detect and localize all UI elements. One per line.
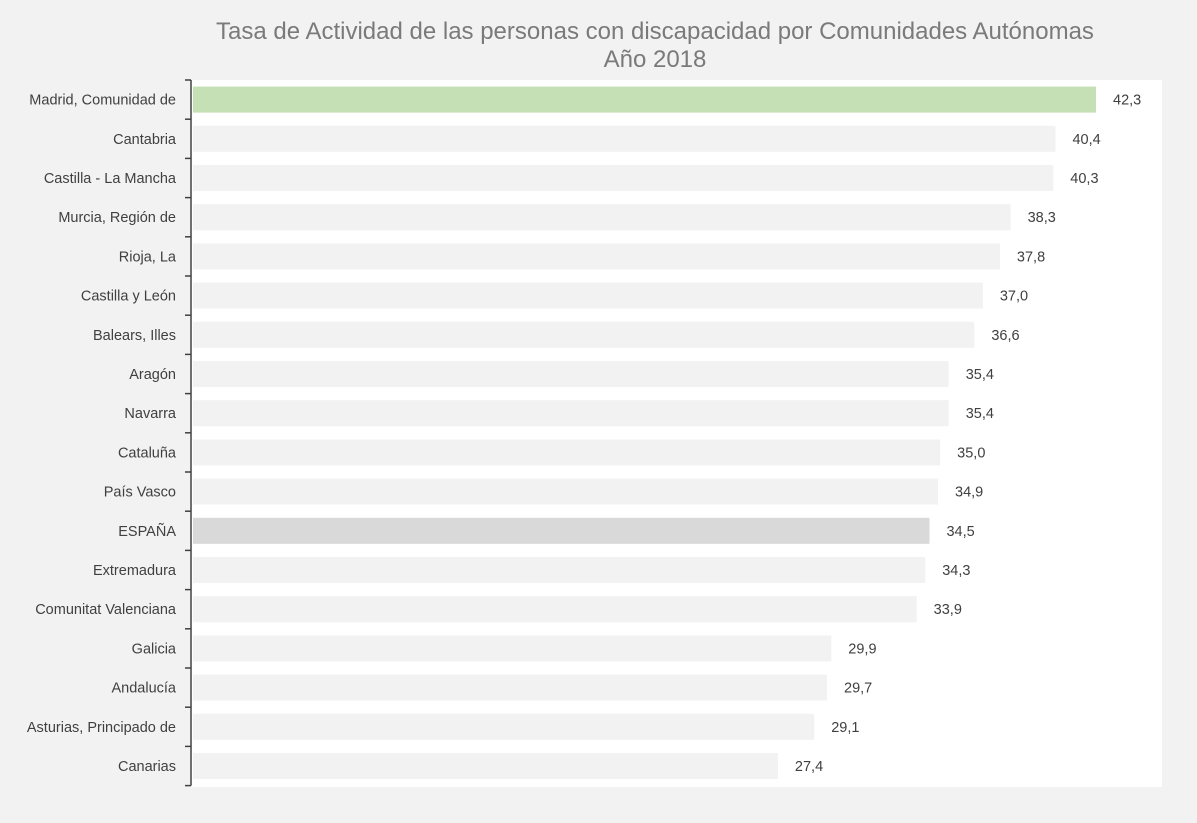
data-label: 27,4 <box>795 759 823 775</box>
category-label: Comunitat Valenciana <box>35 602 177 618</box>
bar <box>193 165 1054 191</box>
category-label: Castilla - La Mancha <box>44 171 177 187</box>
category-label: Cantabria <box>113 132 177 148</box>
bar <box>193 713 815 740</box>
bar <box>193 125 1056 152</box>
category-label: Balears, Illes <box>93 328 176 344</box>
category-label: Castilla y León <box>81 289 176 305</box>
bar <box>193 282 983 309</box>
data-label: 36,6 <box>991 328 1019 344</box>
data-label: 38,3 <box>1028 210 1056 226</box>
category-label: Rioja, La <box>119 249 177 265</box>
bar <box>193 400 949 427</box>
data-label: 35,0 <box>957 445 985 461</box>
bar <box>193 478 939 505</box>
bar <box>193 674 828 701</box>
data-label: 42,3 <box>1113 93 1141 109</box>
bar <box>193 321 975 348</box>
data-label: 29,7 <box>844 681 872 697</box>
bar <box>193 517 930 544</box>
category-label: Extremadura <box>93 563 177 579</box>
data-label: 35,4 <box>966 367 994 383</box>
bar <box>193 635 832 662</box>
bar <box>193 361 949 387</box>
data-label: 37,0 <box>1000 289 1028 305</box>
data-label: 37,8 <box>1017 249 1045 265</box>
category-label: Asturias, Principado de <box>27 720 176 736</box>
data-label: 34,5 <box>946 524 974 540</box>
data-label: 34,3 <box>942 563 970 579</box>
data-label: 35,4 <box>966 406 994 422</box>
category-label: ESPAÑA <box>118 523 176 540</box>
bar <box>193 243 1000 270</box>
category-label: Aragón <box>129 367 176 383</box>
category-label: Galicia <box>132 641 177 657</box>
data-label: 40,3 <box>1070 171 1098 187</box>
data-label: 33,9 <box>934 602 962 618</box>
category-label: Murcia, Región de <box>58 210 176 226</box>
bar <box>193 557 926 583</box>
category-label: País Vasco <box>104 485 176 501</box>
bar <box>193 86 1096 113</box>
category-label: Madrid, Comunidad de <box>29 93 176 109</box>
bar <box>193 439 941 466</box>
bar <box>193 753 778 779</box>
chart-subtitle: Año 2018 <box>603 46 707 73</box>
plot-area <box>190 80 1162 787</box>
data-label: 29,1 <box>831 720 859 736</box>
category-label: Canarias <box>118 759 176 775</box>
bar <box>193 596 917 623</box>
data-label: 40,4 <box>1072 132 1100 148</box>
data-label: 29,9 <box>848 641 876 657</box>
data-label: 34,9 <box>955 485 983 501</box>
bar <box>193 204 1011 231</box>
category-label: Navarra <box>124 406 177 422</box>
chart-title-line1: Tasa de Actividad de las personas con di… <box>216 18 1094 45</box>
chart-title: Tasa de Actividad de las personas con di… <box>150 18 1160 74</box>
category-label: Cataluña <box>118 445 177 461</box>
category-label: Andalucía <box>112 681 177 697</box>
